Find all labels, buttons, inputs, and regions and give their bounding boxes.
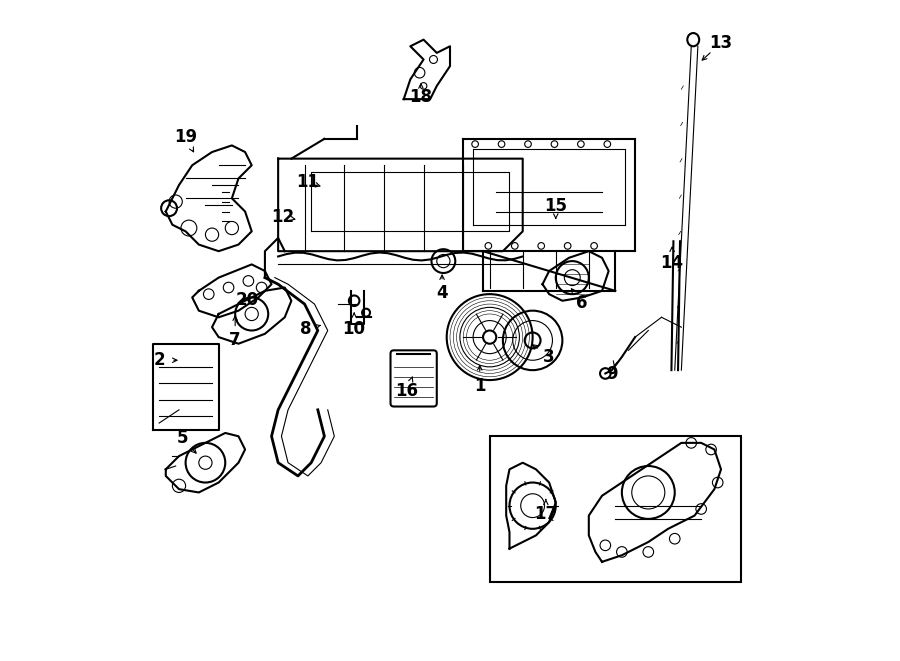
Text: 15: 15 (544, 197, 567, 215)
Text: 12: 12 (271, 208, 294, 226)
Text: 17: 17 (535, 505, 557, 524)
Text: 4: 4 (436, 284, 448, 303)
FancyBboxPatch shape (391, 350, 436, 407)
Text: 6: 6 (577, 293, 588, 312)
Text: 7: 7 (230, 331, 241, 350)
Text: 11: 11 (296, 173, 320, 192)
Text: 18: 18 (410, 88, 432, 106)
Text: 8: 8 (301, 320, 311, 338)
Text: 20: 20 (236, 291, 258, 309)
Text: 19: 19 (174, 128, 197, 147)
Text: 1: 1 (474, 377, 485, 395)
Text: 14: 14 (661, 254, 684, 272)
Text: 9: 9 (606, 365, 617, 383)
Bar (490, 436, 741, 582)
Text: 5: 5 (176, 429, 188, 447)
Text: 16: 16 (395, 382, 419, 401)
Text: 10: 10 (343, 319, 365, 338)
Text: 3: 3 (544, 348, 555, 366)
Text: 13: 13 (709, 34, 733, 52)
Text: 2: 2 (153, 351, 165, 369)
